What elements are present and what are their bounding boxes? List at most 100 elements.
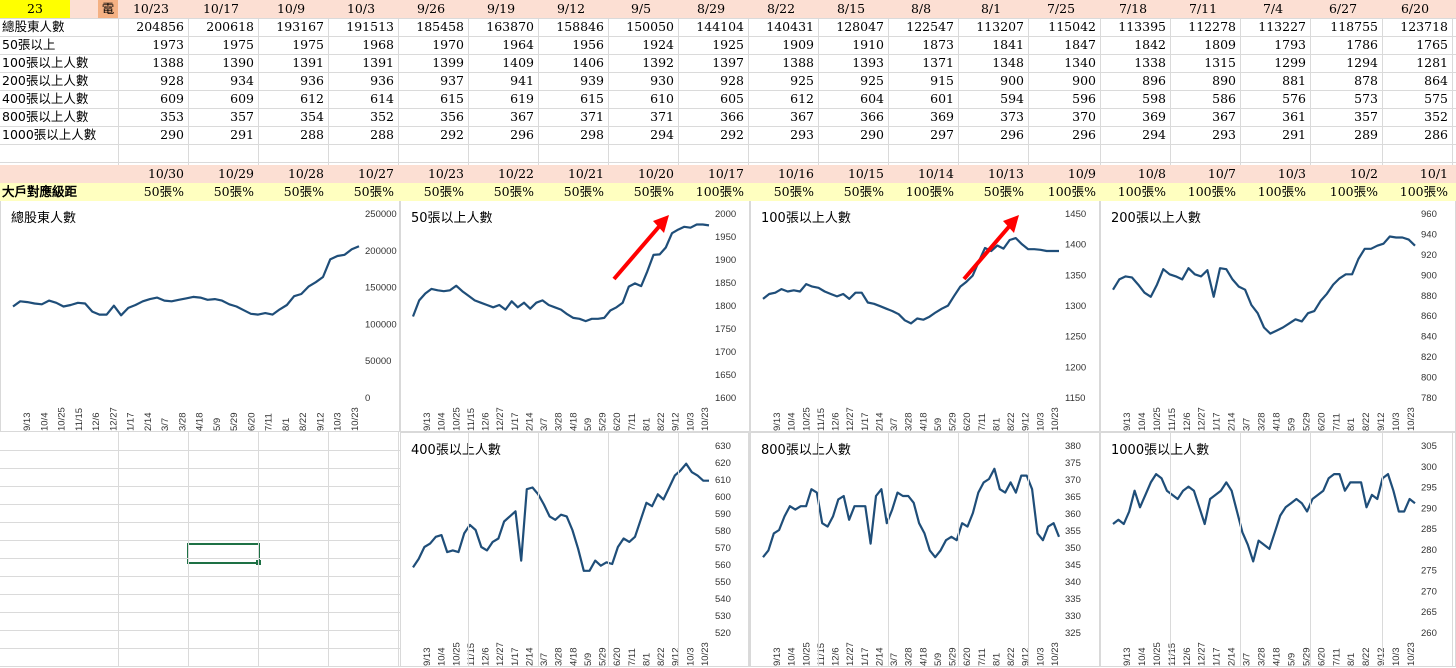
- date-cell[interactable]: 10/8: [1137, 166, 1166, 181]
- value-cell[interactable]: 288: [370, 127, 394, 142]
- value-cell[interactable]: 1873: [922, 37, 954, 52]
- date-cell[interactable]: 10/13: [987, 166, 1024, 181]
- date-cell[interactable]: 10/14: [917, 166, 954, 181]
- value-cell[interactable]: 293: [1212, 127, 1236, 142]
- value-cell[interactable]: 576: [1282, 91, 1306, 106]
- value-cell[interactable]: 1973: [152, 37, 184, 52]
- value-cell[interactable]: 163870: [486, 19, 534, 34]
- value-cell[interactable]: 291: [1282, 127, 1306, 142]
- grade-cell[interactable]: 50張%: [843, 184, 884, 199]
- date-header-cell[interactable]: 8/29: [696, 1, 726, 16]
- value-cell[interactable]: 1391: [292, 55, 324, 70]
- value-cell[interactable]: 1786: [1346, 37, 1378, 52]
- value-cell[interactable]: 366: [720, 109, 744, 124]
- grade-cell[interactable]: 100張%: [1117, 184, 1166, 199]
- value-cell[interactable]: 1765: [1416, 37, 1448, 52]
- value-cell[interactable]: 1406: [572, 55, 604, 70]
- grade-label[interactable]: 大戶對應級距: [2, 184, 78, 199]
- date-header-cell[interactable]: 10/3: [346, 1, 376, 16]
- value-cell[interactable]: 900: [1072, 73, 1096, 88]
- value-cell[interactable]: 925: [790, 73, 814, 88]
- value-cell[interactable]: 370: [1072, 109, 1096, 124]
- value-cell[interactable]: 615: [440, 91, 464, 106]
- value-cell[interactable]: 296: [510, 127, 534, 142]
- value-cell[interactable]: 353: [160, 109, 184, 124]
- value-cell[interactable]: 185458: [416, 19, 464, 34]
- date-header-cell[interactable]: 8/22: [766, 1, 796, 16]
- value-cell[interactable]: 1925: [712, 37, 744, 52]
- value-cell[interactable]: 615: [580, 91, 604, 106]
- value-cell[interactable]: 369: [930, 109, 954, 124]
- value-cell[interactable]: 1847: [1064, 37, 1096, 52]
- value-cell[interactable]: 113207: [976, 19, 1024, 34]
- value-cell[interactable]: 366: [860, 109, 884, 124]
- value-cell[interactable]: 204856: [136, 19, 184, 34]
- row-label[interactable]: 總股東人數: [2, 19, 65, 34]
- value-cell[interactable]: 1964: [502, 37, 534, 52]
- date-header-cell[interactable]: 10/9: [276, 1, 306, 16]
- value-cell[interactable]: 292: [720, 127, 744, 142]
- line-chart[interactable]: 100張以上人數 1150 1200 1250 1300 1350 1400 1450 9/13…: [750, 200, 1100, 432]
- value-cell[interactable]: 881: [1282, 73, 1306, 88]
- date-header-cell[interactable]: 10/23: [132, 1, 170, 16]
- value-cell[interactable]: 122547: [906, 19, 954, 34]
- grade-cell[interactable]: 100張%: [1047, 184, 1096, 199]
- value-cell[interactable]: 930: [650, 73, 674, 88]
- value-cell[interactable]: 864: [1424, 73, 1448, 88]
- date-header-cell[interactable]: 7/25: [1046, 1, 1076, 16]
- grade-cell[interactable]: 100張%: [695, 184, 744, 199]
- value-cell[interactable]: 586: [1212, 91, 1236, 106]
- value-cell[interactable]: 352: [370, 109, 394, 124]
- date-header-cell[interactable]: 8/8: [910, 1, 932, 16]
- value-cell[interactable]: 925: [860, 73, 884, 88]
- value-cell[interactable]: 296: [1000, 127, 1024, 142]
- value-cell[interactable]: 612: [300, 91, 324, 106]
- value-cell[interactable]: 878: [1354, 73, 1378, 88]
- date-header-cell[interactable]: 7/11: [1188, 1, 1218, 16]
- date-header-cell[interactable]: 8/15: [836, 1, 866, 16]
- value-cell[interactable]: 1397: [712, 55, 744, 70]
- value-cell[interactable]: 1348: [992, 55, 1024, 70]
- grade-cell[interactable]: 100張%: [1329, 184, 1378, 199]
- grade-cell[interactable]: 50張%: [213, 184, 254, 199]
- value-cell[interactable]: 1975: [222, 37, 254, 52]
- value-cell[interactable]: 290: [860, 127, 884, 142]
- value-cell[interactable]: 1910: [852, 37, 884, 52]
- value-cell[interactable]: 298: [580, 127, 604, 142]
- red-arrow-shaft[interactable]: [962, 220, 1015, 281]
- value-cell[interactable]: 1970: [432, 37, 464, 52]
- date-cell[interactable]: 10/30: [147, 166, 184, 181]
- value-cell[interactable]: 1399: [432, 55, 464, 70]
- date-cell[interactable]: 10/23: [427, 166, 464, 181]
- value-cell[interactable]: 200618: [206, 19, 254, 34]
- grade-cell[interactable]: 100張%: [1187, 184, 1236, 199]
- value-cell[interactable]: 609: [160, 91, 184, 106]
- grade-cell[interactable]: 100張%: [1257, 184, 1306, 199]
- value-cell[interactable]: 928: [160, 73, 184, 88]
- value-cell[interactable]: 296: [1072, 127, 1096, 142]
- value-cell[interactable]: 289: [1354, 127, 1378, 142]
- value-cell[interactable]: 354: [300, 109, 324, 124]
- value-cell[interactable]: 373: [1000, 109, 1024, 124]
- red-arrow-shaft[interactable]: [612, 220, 665, 281]
- date-cell[interactable]: 10/9: [1067, 166, 1096, 181]
- line-chart[interactable]: 1000張以上人數 260 265 270 275 280 285 290 295 300 305 9…: [1100, 432, 1456, 667]
- date-header-cell[interactable]: 6/27: [1328, 1, 1358, 16]
- row-label[interactable]: 1000張以上人數: [2, 127, 97, 142]
- value-cell[interactable]: 150050: [626, 19, 674, 34]
- value-cell[interactable]: 297: [930, 127, 954, 142]
- value-cell[interactable]: 1391: [362, 55, 394, 70]
- stock-name-cell[interactable]: 電: [98, 0, 118, 18]
- value-cell[interactable]: 292: [440, 127, 464, 142]
- date-header-cell[interactable]: 9/19: [486, 1, 516, 16]
- value-cell[interactable]: 286: [1424, 127, 1448, 142]
- value-cell[interactable]: 128047: [836, 19, 884, 34]
- value-cell[interactable]: 1909: [782, 37, 814, 52]
- value-cell[interactable]: 1809: [1204, 37, 1236, 52]
- date-cell[interactable]: 10/22: [497, 166, 534, 181]
- date-cell[interactable]: 10/2: [1349, 166, 1378, 181]
- value-cell[interactable]: 367: [510, 109, 534, 124]
- value-cell[interactable]: 1388: [782, 55, 814, 70]
- value-cell[interactable]: 367: [790, 109, 814, 124]
